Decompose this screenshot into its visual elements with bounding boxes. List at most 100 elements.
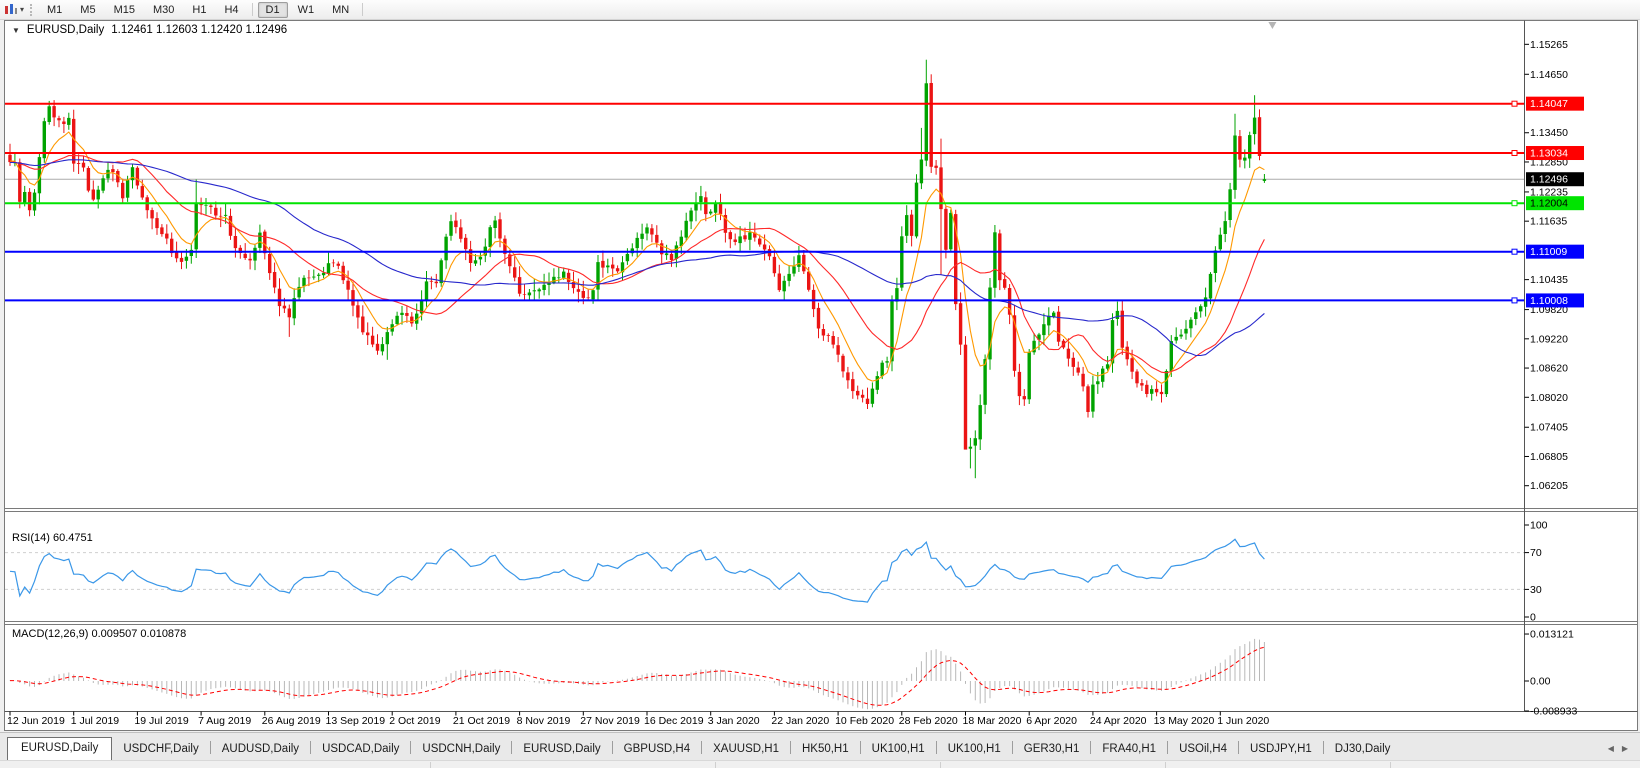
price-badge-1.14047: 1.14047 [1526, 96, 1584, 111]
line-handle [1511, 200, 1518, 207]
time-axis-label: 13 May 2020 [1154, 715, 1215, 727]
time-axis[interactable]: 12 Jun 2019 1 Jul 2019 19 Jul 2019 7 Aug 20… [7, 711, 1269, 728]
horizontal-line-1.12004[interactable] [5, 200, 1524, 207]
tab-divider [1011, 741, 1013, 754]
chevron-down-icon[interactable]: ▾ [20, 5, 25, 14]
time-axis-label: 1 Jul 2019 [71, 715, 120, 727]
chart-tab-EURUSD-Daily[interactable]: EURUSD,Daily [523, 743, 601, 755]
time-axis-label: 8 Nov 2019 [517, 715, 571, 727]
time-axis-label: 13 Sep 2019 [326, 715, 386, 727]
timeframe-button-M30[interactable]: M30 [152, 3, 175, 16]
chart-tab-GBPUSD-H4[interactable]: GBPUSD,H4 [623, 743, 691, 755]
price-badge-1.10008: 1.10008 [1526, 293, 1584, 308]
chart-tab-FRA40-H1[interactable]: FRA40,H1 [1102, 743, 1157, 755]
macd-panel: 0.013121 0.00 -0.008933 [9, 629, 1577, 718]
horizontal-line-1.13034[interactable] [5, 150, 1524, 156]
chart-tab-DJ30-Daily[interactable]: DJ30,Daily [1334, 743, 1391, 755]
time-axis-label: 24 Apr 2020 [1090, 715, 1147, 727]
price-badge-1.13034: 1.13034 [1526, 146, 1584, 161]
chart-shift-marker[interactable] [1268, 22, 1277, 29]
rsi-axis-tick: 30 [1530, 584, 1542, 596]
macd-axis-tick: -0.008933 [1530, 706, 1577, 718]
status-strip [0, 760, 1640, 768]
chart-tab-USDCHF-Daily[interactable]: USDCHF,Daily [123, 743, 199, 755]
price-axis-tick: 1.07405 [1530, 422, 1568, 434]
chart-tab-GER30-H1[interactable]: GER30,H1 [1023, 743, 1080, 755]
horizontal-line-1.11009[interactable] [5, 248, 1524, 255]
chart-tab-USOil-H4[interactable]: USOil,H4 [1179, 743, 1227, 755]
ohlc-values: 1.12461 1.12603 1.12420 1.12496 [111, 24, 288, 36]
chart-tab-UK100-H1[interactable]: UK100,H1 [947, 743, 1001, 755]
time-axis-label: 7 Aug 2019 [198, 715, 251, 727]
line-handle [1511, 248, 1518, 255]
tab-scroll-left-icon[interactable]: ◀ [1607, 744, 1614, 753]
chart-tab-USDCNH-Daily[interactable]: USDCNH,Daily [422, 743, 501, 755]
price-axis-tick: 1.11635 [1530, 216, 1567, 228]
time-axis-label: 19 Jul 2019 [134, 715, 188, 727]
rsi-panel: 100 70 30 0 [5, 520, 1548, 624]
tab-divider [209, 741, 211, 754]
price-axis-tick: 1.15265 [1530, 39, 1568, 51]
timeframe-button-D1[interactable]: D1 [257, 1, 288, 18]
chart-tab-HK50-H1[interactable]: HK50,H1 [801, 743, 849, 755]
price-axis-tick: 1.14650 [1530, 69, 1568, 81]
timeframe-toolbar: ▾ M1 M5 M15 M30 H1 H4 D1 W1 MN [0, 0, 1640, 20]
time-axis-label: 12 Jun 2019 [7, 715, 65, 727]
macd-axis-tick: 0.013121 [1530, 629, 1574, 641]
chart-tabs: EURUSD,Daily USDCHF,Daily AUDUSD,Daily USDC… [0, 737, 1401, 761]
tab-divider [511, 741, 513, 754]
toolbar-separator [362, 3, 364, 16]
time-axis-label: 18 Mar 2020 [963, 715, 1022, 727]
timeframe-button-M15[interactable]: M15 [113, 3, 135, 16]
price-axis-tick: 1.08020 [1530, 392, 1568, 404]
toolbar-grip[interactable] [30, 3, 33, 16]
rsi-axis-tick: 0 [1530, 612, 1536, 624]
horizontal-line-1.14047[interactable] [5, 100, 1524, 107]
panel-splitter-1[interactable] [4, 621, 1638, 625]
rsi-line [9, 538, 1265, 603]
rsi-axis-tick: 70 [1530, 547, 1542, 559]
macd-indicator-label: MACD(12,26,9) 0.009507 0.010878 [12, 628, 187, 640]
timeframe-button-M5[interactable]: M5 [80, 3, 96, 16]
timeframe-button-H4[interactable]: H4 [224, 3, 239, 16]
current-price-badge: 1.12496 [1526, 172, 1584, 187]
svg-text:1.10008: 1.10008 [1530, 295, 1568, 307]
time-axis-label: 26 Aug 2019 [262, 715, 321, 727]
price-axis-tick: 1.13450 [1530, 127, 1568, 139]
svg-text:1.12496: 1.12496 [1530, 174, 1568, 186]
chart-tab-USDCAD-Daily[interactable]: USDCAD,Daily [322, 743, 400, 755]
chart-tab-XAUUSD-H1[interactable]: XAUUSD,H1 [713, 743, 779, 755]
timeframe-button-M1[interactable]: M1 [47, 3, 63, 16]
tab-divider [1167, 741, 1169, 754]
chart-tab-UK100-H1[interactable]: UK100,H1 [871, 743, 925, 755]
price-axis-tick: 1.06205 [1530, 480, 1568, 492]
moving-average-line-1 [9, 154, 1265, 374]
chart-tab-bar: EURUSD,Daily USDCHF,Daily AUDUSD,Daily USDC… [0, 732, 1640, 761]
time-axis-label: 21 Oct 2019 [453, 715, 510, 727]
tab-divider [611, 741, 613, 754]
chart-tab-USDJPY-H1[interactable]: USDJPY,H1 [1250, 743, 1312, 755]
price-axis-tick: 1.08620 [1530, 363, 1568, 375]
macd-axis-tick: 0.00 [1530, 676, 1551, 688]
price-badge-1.11009: 1.11009 [1526, 244, 1584, 259]
tab-divider [1322, 741, 1324, 754]
line-handle [1511, 100, 1518, 107]
panel-splitter-0[interactable] [4, 508, 1638, 512]
horizontal-line-1.10008[interactable] [5, 297, 1524, 304]
chart-type-icon[interactable] [4, 3, 18, 16]
moving-average-line-0 [9, 131, 1265, 384]
toolbar-separator [251, 3, 253, 16]
collapse-triangle-icon[interactable]: ▼ [12, 25, 20, 35]
time-axis-label: 28 Feb 2020 [899, 715, 958, 727]
timeframe-button-W1[interactable]: W1 [297, 3, 315, 16]
tab-divider [410, 741, 412, 754]
chart-tab-EURUSD-Daily[interactable]: EURUSD,Daily [7, 737, 113, 761]
chart-tab-AUDUSD-Daily[interactable]: AUDUSD,Daily [221, 743, 300, 755]
timeframe-button-MN[interactable]: MN [332, 3, 350, 16]
timeframe-button-H1[interactable]: H1 [192, 3, 207, 16]
tab-scroll-right-icon[interactable]: ▶ [1621, 744, 1628, 753]
time-axis-label: 27 Nov 2019 [580, 715, 640, 727]
time-axis-label: 6 Apr 2020 [1026, 715, 1077, 727]
time-axis-label: 16 Dec 2019 [644, 715, 704, 727]
